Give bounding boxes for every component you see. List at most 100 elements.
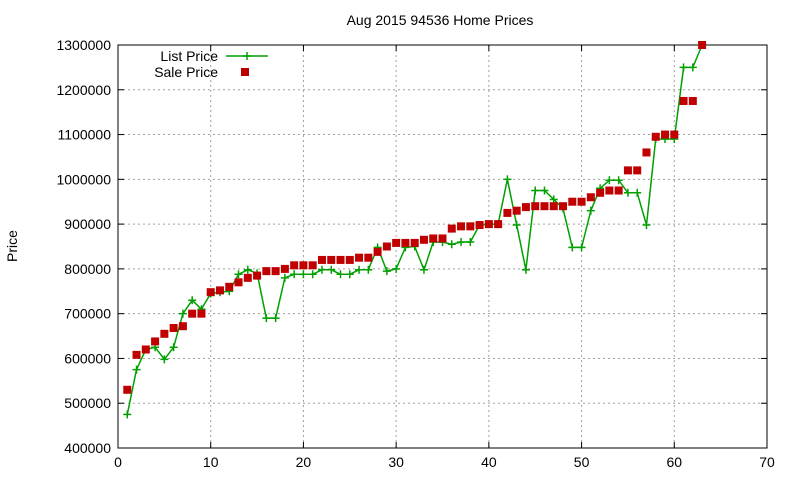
sale-price-point [178, 322, 187, 331]
list-price-point [614, 176, 623, 185]
sale-price-point [299, 261, 308, 270]
sale-price-point [429, 234, 438, 243]
sale-price-point [540, 202, 549, 211]
legend: List Price Sale Price [154, 48, 268, 80]
sale-price-point [141, 345, 150, 354]
list-price-point [512, 221, 521, 230]
list-price-point [123, 410, 132, 419]
list-price-point [633, 188, 642, 197]
list-price-point [549, 195, 558, 204]
series-layer [123, 41, 707, 419]
sale-price-point [503, 208, 512, 217]
sale-price-point [688, 96, 697, 105]
list-price-point [160, 355, 169, 364]
list-price-point [308, 270, 317, 279]
chart-title: Aug 2015 94536 Home Prices [347, 12, 534, 28]
list-price-point [336, 270, 345, 279]
list-price-point [540, 186, 549, 195]
sale-price-point [484, 220, 493, 229]
sale-price-point [188, 309, 197, 318]
list-price-point [531, 186, 540, 195]
sale-price-point [670, 130, 679, 139]
list-price-line [126, 44, 703, 415]
sale-price-point [457, 222, 466, 231]
sale-price-point [243, 273, 252, 282]
list-price-point [290, 270, 299, 279]
x-tick-label: 50 [574, 454, 590, 470]
list-price-point [586, 206, 595, 215]
x-tick-label: 40 [481, 454, 497, 470]
sale-price-point [364, 253, 373, 262]
axis-ticks: 0 10 20 30 40 50 60 70 400000 500000 600000 700000 8… [56, 37, 775, 470]
sale-price-point [327, 255, 336, 264]
list-price-point [355, 265, 364, 274]
y-tick-label: 800000 [64, 261, 111, 277]
list-price-point [188, 296, 197, 305]
sale-price-point [160, 329, 169, 338]
list-price-point [280, 273, 289, 282]
sale-price-point [466, 222, 475, 231]
y-axis-label: Price [4, 230, 20, 262]
sale-price-point [419, 235, 428, 244]
sale-price-point [132, 350, 141, 359]
list-price-point [178, 309, 187, 318]
sale-price-point [317, 255, 326, 264]
list-price-point [568, 243, 577, 252]
list-price-point [382, 267, 391, 276]
list-price-point [243, 265, 252, 274]
y-tick-label: 1300000 [56, 37, 111, 53]
sale-price-point [559, 202, 568, 211]
list-price-point [271, 314, 280, 323]
sale-price-point [215, 286, 224, 295]
sale-price-point [253, 271, 262, 280]
list-price-point [503, 175, 512, 184]
sale-price-point [549, 202, 558, 211]
sale-price-point [651, 132, 660, 141]
sale-price-point [151, 337, 160, 346]
sale-price-point [336, 255, 345, 264]
list-price-point [642, 221, 651, 230]
list-price-point [299, 270, 308, 279]
list-price-point [317, 265, 326, 274]
sale-price-point [410, 238, 419, 247]
sale-price-point [586, 193, 595, 202]
sale-price-point [280, 264, 289, 273]
sale-price-point [521, 203, 530, 212]
y-tick-label: 900000 [64, 216, 111, 232]
grid-lines [118, 45, 767, 448]
sale-price-point [642, 148, 651, 157]
sale-price-point [355, 253, 364, 262]
sale-price-point [225, 282, 234, 291]
sale-price-point [661, 130, 670, 139]
list-price-point [447, 240, 456, 249]
list-price-point [623, 188, 632, 197]
sale-price-point [290, 261, 299, 270]
sale-price-point [531, 202, 540, 211]
y-tick-label: 1200000 [56, 82, 111, 98]
sale-price-point [169, 323, 178, 332]
list-price-point [688, 63, 697, 72]
sale-price-point [614, 186, 623, 195]
series-sale-price [123, 41, 707, 394]
x-tick-label: 30 [388, 454, 404, 470]
sale-price-point [345, 255, 354, 264]
sale-price-point [698, 41, 707, 49]
legend-label-list-price: List Price [160, 48, 218, 64]
sale-price-point [568, 197, 577, 206]
y-tick-label: 1100000 [58, 127, 112, 143]
sale-price-point [234, 278, 243, 287]
x-tick-label: 0 [114, 454, 122, 470]
list-price-point [679, 63, 688, 72]
list-price-point [345, 270, 354, 279]
list-price-point [419, 265, 428, 274]
y-tick-label: 600000 [64, 350, 111, 366]
sale-price-point [308, 261, 317, 270]
sale-price-point [197, 309, 206, 318]
plot-area-frame [117, 44, 768, 449]
legend-plus-glyph [243, 52, 251, 60]
list-price-point [327, 265, 336, 274]
y-tick-label: 1000000 [56, 171, 111, 187]
legend-marker-list-price [243, 52, 251, 60]
sale-price-point [512, 206, 521, 215]
